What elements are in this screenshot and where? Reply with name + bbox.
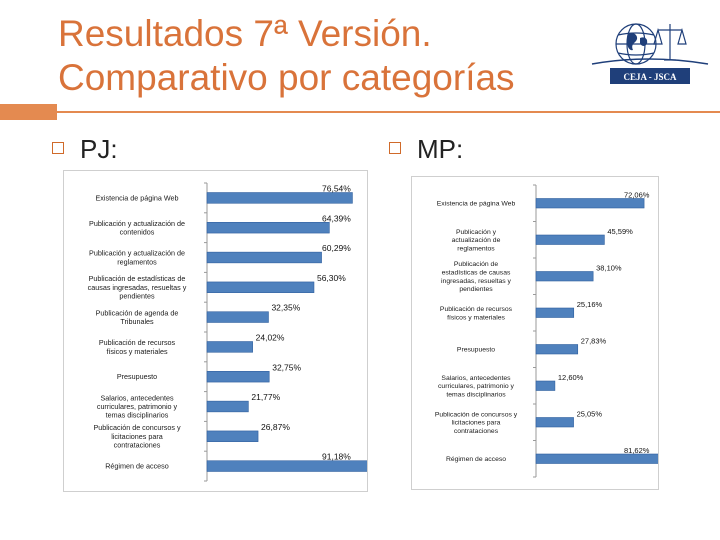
mp-chart: Existencia de página Web 72,06% Publicació… xyxy=(411,176,659,490)
mp-value-label: 12,60% xyxy=(558,373,584,382)
section-pj: PJ: xyxy=(52,134,118,165)
pj-bar xyxy=(206,371,270,383)
pj-bar xyxy=(206,222,330,234)
ceja-logo: CEJA - JSCA xyxy=(588,8,712,90)
mp-bar xyxy=(535,417,574,428)
bullet-square-icon xyxy=(52,142,64,155)
pj-value-label: 64,39% xyxy=(322,213,351,223)
slide-title-line-2: Comparativo por categorías xyxy=(58,57,515,98)
pj-value-label: 24,02% xyxy=(256,333,285,343)
pj-category-label: Publicación y actualización de contenidos xyxy=(89,219,185,237)
bullet-square-icon xyxy=(389,142,401,155)
pj-bar xyxy=(206,460,367,472)
mp-bar xyxy=(535,198,645,209)
mp-bar xyxy=(535,453,658,464)
mp-value-label: 25,16% xyxy=(577,300,603,309)
pj-category-label: Salarios, antecedentes curriculares, patr… xyxy=(97,393,178,419)
pj-value-label: 32,75% xyxy=(272,362,301,372)
mp-value-label: 38,10% xyxy=(596,264,622,273)
mp-bar xyxy=(535,307,575,318)
pj-value-label: 21,77% xyxy=(251,392,280,402)
pj-category-label: Publicación de recursos físicos y materia… xyxy=(99,338,176,356)
pj-bar xyxy=(206,311,269,323)
accent-divider xyxy=(57,111,720,113)
pj-category-label: Presupuesto xyxy=(117,372,157,381)
section-pj-label: PJ: xyxy=(80,134,118,164)
mp-value-label: 72,06% xyxy=(624,191,650,200)
globe-scales-logo-icon: CEJA - JSCA xyxy=(591,23,709,84)
accent-bar xyxy=(0,104,57,120)
pj-bar xyxy=(206,430,259,442)
pj-value-label: 56,30% xyxy=(317,273,346,283)
pj-bar xyxy=(206,281,315,293)
mp-category-label: Publicación de concursos y licitaciones p… xyxy=(435,411,518,435)
pj-category-label: Publicación de estadísticas de causas ing… xyxy=(88,274,187,300)
logo-caption: CEJA - JSCA xyxy=(623,72,677,82)
pj-bar xyxy=(206,251,322,264)
mp-bar xyxy=(535,380,556,391)
mp-value-label: 81,62% xyxy=(624,446,650,455)
pj-category-label: Régimen de acceso xyxy=(105,462,169,471)
mp-category-label: Régimen de acceso xyxy=(446,456,506,463)
mp-category-label: Presupuesto xyxy=(457,347,495,354)
slide-title-line-1: Resultados 7ª Versión. xyxy=(58,13,432,54)
mp-category-label: Existencia de página Web xyxy=(437,201,516,208)
mp-bar xyxy=(535,271,594,282)
mp-category-label: Salarios, antecedentes curriculares, patr… xyxy=(438,375,515,399)
pj-bar xyxy=(206,400,249,413)
pj-value-label: 76,54% xyxy=(322,184,351,194)
mp-category-label: Publicación de recursos físicos y materia… xyxy=(440,306,513,321)
pj-category-label: Publicación de concursos y licitaciones p… xyxy=(93,423,181,449)
mp-value-label: 25,05% xyxy=(577,410,603,419)
pj-bar xyxy=(206,192,353,204)
section-mp: MP: xyxy=(389,134,463,165)
mp-bar-chart: Existencia de página Web 72,06% Publicació… xyxy=(435,184,658,478)
mp-category-label: Publicación y actualización de reglamentos xyxy=(452,229,501,253)
pj-chart: Existencia de página Web 76,54% Publicació… xyxy=(63,170,368,492)
pj-value-label: 32,35% xyxy=(271,303,300,313)
mp-value-label: 45,59% xyxy=(607,227,633,236)
mp-value-label: 27,83% xyxy=(581,337,607,346)
pj-bar-chart: Existencia de página Web 76,54% Publicació… xyxy=(88,182,367,482)
pj-bar xyxy=(206,341,253,353)
mp-bar xyxy=(535,344,579,355)
slide-title: Resultados 7ª Versión. Comparativo por c… xyxy=(58,12,578,100)
pj-value-label: 26,87% xyxy=(261,422,290,432)
pj-value-label: 60,29% xyxy=(322,243,351,253)
section-mp-label: MP: xyxy=(417,134,464,164)
mp-bar xyxy=(535,234,605,245)
pj-category-label: Publicación de agenda de Tribunales xyxy=(96,308,179,326)
pj-value-label: 91,18% xyxy=(322,452,351,462)
pj-category-label: Existencia de página Web xyxy=(96,193,179,202)
pj-category-label: Publicación y actualización de reglamento… xyxy=(89,249,185,267)
mp-category-label: Publicación de estadísticas de causas ingr… xyxy=(441,261,511,293)
